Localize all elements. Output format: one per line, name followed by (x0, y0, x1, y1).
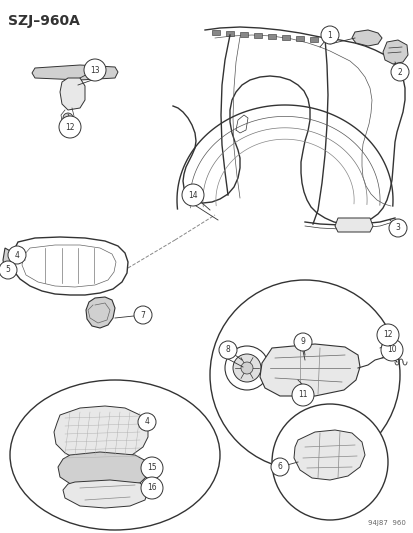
Text: 1: 1 (327, 30, 332, 39)
Circle shape (8, 246, 26, 264)
Circle shape (224, 346, 268, 390)
Text: 2: 2 (396, 68, 401, 77)
Circle shape (240, 362, 252, 374)
Polygon shape (382, 40, 407, 64)
Polygon shape (351, 30, 381, 46)
Circle shape (182, 184, 204, 206)
Polygon shape (86, 297, 115, 328)
Polygon shape (334, 218, 372, 232)
Circle shape (141, 477, 163, 499)
Polygon shape (32, 65, 118, 80)
Polygon shape (3, 248, 12, 275)
Text: SZJ–960A: SZJ–960A (8, 14, 80, 28)
Text: 10: 10 (386, 345, 396, 354)
Circle shape (271, 404, 387, 520)
Text: 5: 5 (5, 265, 10, 274)
Polygon shape (60, 78, 85, 110)
Polygon shape (63, 480, 147, 508)
Circle shape (141, 457, 163, 479)
Text: 94J87  960: 94J87 960 (367, 520, 405, 526)
Circle shape (271, 458, 288, 476)
Bar (225, 31, 233, 36)
Circle shape (376, 324, 398, 346)
Text: 15: 15 (147, 464, 157, 472)
Text: 14: 14 (188, 190, 197, 199)
Circle shape (134, 306, 152, 324)
Text: 13: 13 (90, 66, 100, 75)
Text: 4: 4 (14, 251, 19, 260)
Polygon shape (54, 406, 147, 462)
Circle shape (218, 341, 236, 359)
Circle shape (291, 384, 313, 406)
Circle shape (84, 59, 106, 81)
Circle shape (380, 339, 402, 361)
Circle shape (390, 63, 408, 81)
Circle shape (0, 261, 17, 279)
Circle shape (233, 354, 260, 382)
Text: 8: 8 (225, 345, 230, 354)
Text: 12: 12 (65, 123, 75, 132)
Circle shape (320, 26, 338, 44)
Circle shape (59, 116, 81, 138)
Circle shape (388, 219, 406, 237)
Bar (240, 32, 247, 37)
Circle shape (138, 413, 156, 431)
Bar (295, 36, 303, 41)
Text: 16: 16 (147, 483, 157, 492)
Polygon shape (58, 452, 147, 488)
Polygon shape (293, 430, 364, 480)
Bar (309, 37, 317, 42)
Circle shape (209, 280, 399, 470)
Polygon shape (351, 30, 381, 46)
Bar (254, 33, 261, 38)
Bar (281, 35, 289, 40)
Text: 3: 3 (394, 223, 399, 232)
Text: 9: 9 (300, 337, 305, 346)
Text: 11: 11 (297, 391, 307, 400)
Bar (267, 34, 275, 39)
Text: 12: 12 (382, 330, 392, 340)
Circle shape (293, 333, 311, 351)
Text: 6: 6 (277, 463, 282, 472)
Circle shape (63, 113, 73, 123)
Text: 4: 4 (144, 417, 149, 426)
Ellipse shape (10, 380, 219, 530)
Polygon shape (259, 344, 359, 396)
Text: 7: 7 (140, 311, 145, 319)
Bar (211, 30, 219, 35)
